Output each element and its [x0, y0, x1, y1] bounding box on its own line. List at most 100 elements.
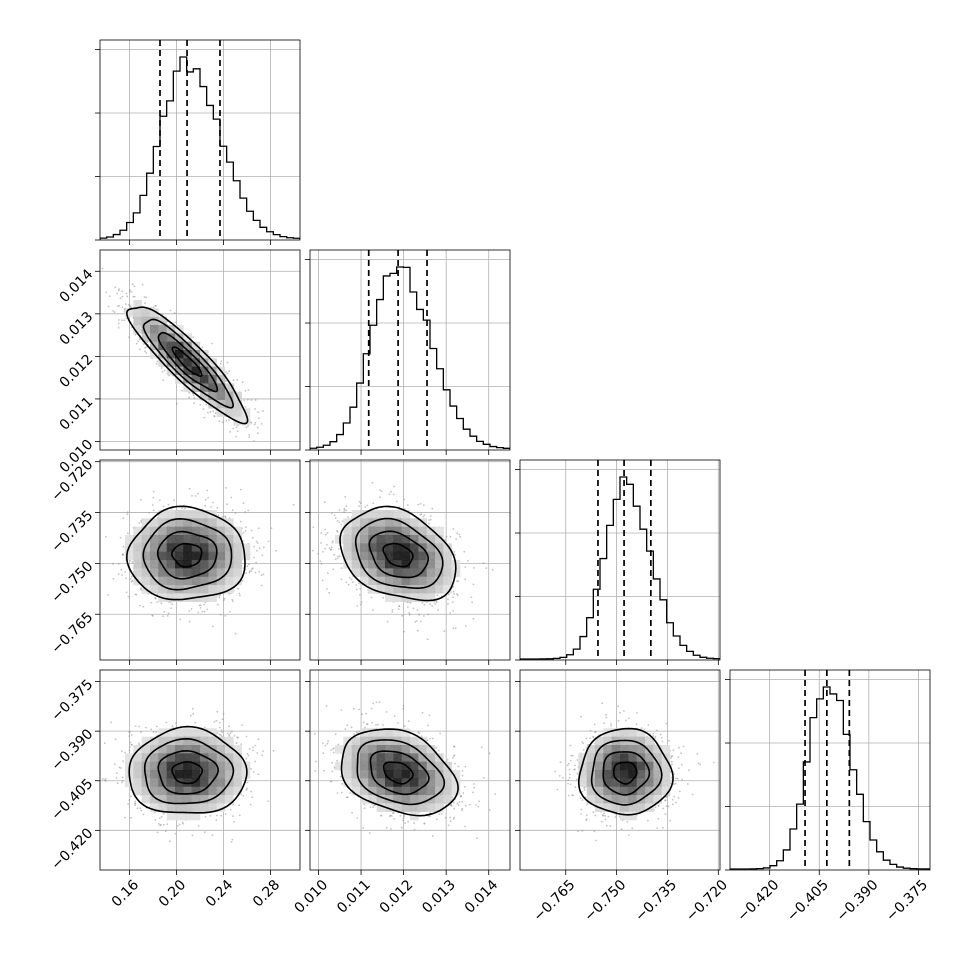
- density-cell-2-1-10-13: [393, 568, 402, 577]
- density-cell-2-1-8-7: [376, 518, 386, 527]
- scatter-point-2-1-413: [431, 605, 433, 607]
- scatter-point-1-0-1296: [114, 286, 117, 289]
- scatter-point-2-0-1176: [210, 506, 212, 508]
- scatter-point-1-0-1005: [247, 398, 249, 401]
- density-cell-2-1-16-10: [443, 543, 452, 552]
- density-cell-2-1-4-12: [343, 560, 352, 569]
- density-cell-1-0-15-19: [225, 408, 234, 417]
- scatter-point-1-0-965: [181, 389, 183, 392]
- density-cell-2-0-8-16: [166, 593, 176, 602]
- scatter-point-2-1-440: [360, 603, 362, 606]
- density-cell-1-0-16-19: [233, 408, 242, 417]
- density-cell-2-0-15-7: [225, 518, 234, 527]
- scatter-point-1-0-1153: [126, 295, 129, 298]
- scatter-point-1-0-1049: [247, 425, 249, 427]
- density-cell-2-0-13-12: [208, 560, 217, 569]
- density-cell-1-0-4-8: [133, 316, 142, 326]
- scatter-point-1-0-779: [201, 346, 204, 349]
- density-cell-2-0-15-9: [225, 535, 234, 544]
- scatter-point-2-0-380: [244, 530, 247, 532]
- density-cell-2-1-9-11: [385, 551, 394, 561]
- scatter-point-1-0-432: [250, 399, 253, 401]
- scatter-point-3-0-74: [231, 838, 234, 841]
- scatter-point-3-0-171: [160, 815, 163, 818]
- density-cell-1-0-14-17: [216, 391, 226, 401]
- scatter-point-2-0-1057: [121, 574, 123, 576]
- density-cell-1-0-12-14: [200, 366, 209, 376]
- density-cell-1-0-10-14: [183, 366, 192, 376]
- density-cell-2-1-13-11: [418, 551, 427, 561]
- density-cell-2-0-8-6: [166, 510, 176, 519]
- density-cell-2-0-5-10: [141, 543, 151, 552]
- scatter-point-2-1-398: [336, 557, 339, 560]
- scatter-point-2-1-121: [326, 588, 328, 590]
- density-cell-1-0-6-10: [150, 333, 159, 342]
- scatter-point-1-0-1343: [241, 381, 244, 384]
- density-cell-2-0-4-11: [133, 551, 142, 561]
- density-cell-1-0-7-8: [158, 316, 167, 326]
- density-cell-2-1-6-12: [360, 560, 369, 569]
- scatter-point-1-0-774: [253, 440, 255, 442]
- density-cell-2-0-7-11: [158, 551, 167, 561]
- scatter-point-2-0-1334: [234, 632, 237, 635]
- scatter-point-2-0-1248: [256, 549, 258, 552]
- scatter-point-2-0-1026: [201, 610, 204, 613]
- density-cell-2-0-6-7: [150, 518, 159, 527]
- density-cell-2-0-12-14: [200, 576, 209, 586]
- scatter-point-1-0-298: [118, 288, 120, 291]
- scatter-point-2-0-169: [206, 608, 209, 611]
- scatter-point-2-0-733: [225, 486, 227, 489]
- density-cell-2-1-8-9: [376, 535, 386, 544]
- scatter-point-2-1-1000: [347, 583, 350, 586]
- density-cell-2-1-12-11: [410, 551, 419, 561]
- scatter-point-1-0-619: [73, 233, 75, 235]
- scatter-point-2-0-404: [117, 573, 120, 575]
- density-cell-2-0-12-6: [200, 510, 209, 519]
- density-cell-1-0-13-14: [208, 366, 217, 376]
- scatter-point-2-0-903: [95, 549, 97, 551]
- density-cell-1-0-3-7: [125, 308, 134, 317]
- scatter-point-2-1-1318: [422, 615, 425, 617]
- density-cell-2-1-11-9: [401, 535, 411, 544]
- scatter-point-2-1-1320: [403, 498, 406, 501]
- scatter-point-2-0-630: [117, 563, 120, 565]
- scatter-point-2-0-611: [219, 613, 222, 616]
- scatter-point-1-0-803: [145, 352, 148, 354]
- density-cell-1-0-11-13: [191, 358, 201, 367]
- scatter-point-1-0-399: [226, 361, 229, 364]
- scatter-point-1-0-46: [225, 419, 228, 422]
- scatter-point-3-0-56: [257, 738, 260, 741]
- scatter-point-2-0-168: [260, 574, 263, 576]
- scatter-point-2-0-360: [263, 546, 265, 549]
- scatter-point-2-1-1050: [321, 579, 324, 582]
- scatter-point-2-1-880: [419, 513, 422, 516]
- scatter-point-2-1-533: [333, 514, 336, 517]
- scatter-point-2-1-257: [386, 620, 389, 623]
- scatter-point-2-0-10: [230, 496, 233, 499]
- scatter-point-2-1-256: [472, 617, 475, 620]
- density-cell-2-0-14-10: [216, 543, 226, 552]
- density-cell-2-0-4-13: [133, 568, 142, 577]
- density-cell-2-0-9-14: [175, 576, 184, 586]
- scatter-point-1-0-1204: [119, 297, 122, 300]
- density-cell-2-1-8-11: [376, 551, 386, 561]
- scatter-point-2-1-703: [340, 523, 343, 526]
- density-cell-1-0-5-10: [141, 333, 151, 342]
- scatter-point-2-1-29: [422, 504, 425, 506]
- density-cell-2-0-9-13: [175, 568, 184, 577]
- scatter-point-2-0-771: [226, 503, 229, 505]
- scatter-point-3-0-45: [175, 722, 177, 724]
- contour-2-0-1: [156, 530, 218, 580]
- density-cell-1-0-10-12: [183, 350, 192, 359]
- scatter-point-2-0-736: [125, 591, 128, 594]
- density-cell-2-0-15-12: [225, 560, 234, 569]
- density-cell-1-0-7-10: [158, 333, 167, 342]
- scatter-point-2-1-1299: [415, 620, 418, 622]
- scatter-point-2-1-115: [320, 532, 323, 534]
- density-cell-2-1-7-8: [368, 526, 377, 536]
- density-cell-2-0-15-11: [225, 551, 234, 561]
- density-cell-2-1-10-15: [393, 585, 402, 594]
- panel-2-2: [515, 459, 721, 665]
- scatter-point-2-1-1359: [366, 504, 368, 507]
- density-cell-1-0-11-15: [191, 375, 201, 384]
